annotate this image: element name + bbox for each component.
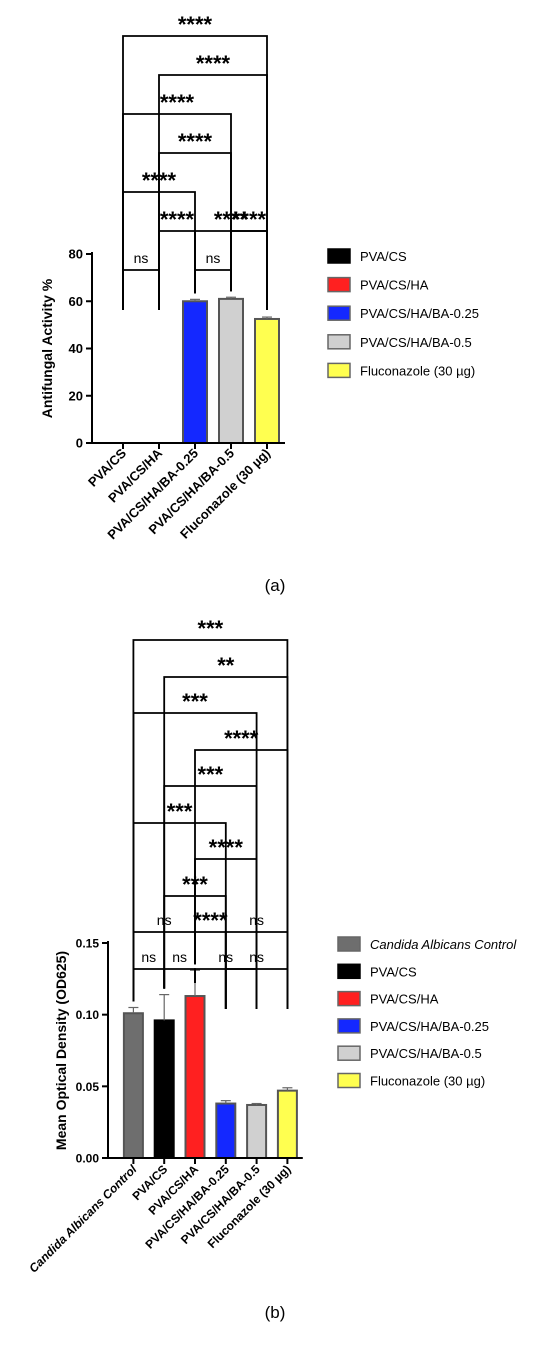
y-tick-label: 20 [69, 388, 83, 403]
panel-caption: (b) [265, 1303, 286, 1322]
significance-bracket [132, 639, 289, 1009]
legend-label: PVA/CS [370, 964, 417, 979]
significance-label: *** [198, 616, 224, 641]
legend-label: PVA/CS/HA/BA-0.5 [370, 1046, 482, 1061]
chart-a: 0 20 40 60 80 PVA/CS PVA/CS/HA PVA/CS/HA/BA-0.2… [39, 12, 479, 595]
significance-label: **** [196, 51, 231, 76]
significance-bracket [230, 230, 268, 310]
significance-label: **** [209, 835, 244, 860]
bar [218, 297, 244, 445]
legend-swatch [337, 936, 361, 952]
y-tick-label: 60 [69, 294, 83, 309]
significance-label: **** [178, 129, 213, 154]
significance-label: *** [198, 762, 224, 787]
legend: PVA/CS PVA/CS/HA PVA/CS/HA/BA-0.25 PVA/CS/H… [327, 248, 479, 379]
significance-label: ns [141, 949, 156, 965]
y-tick-label: 0 [76, 436, 83, 451]
significance-label: ns [206, 250, 221, 266]
significance-label: **** [224, 726, 259, 751]
y-tick-label: 0.15 [76, 937, 100, 951]
significance-bracket [163, 968, 196, 989]
bar [254, 317, 280, 444]
legend-swatch [327, 305, 351, 321]
significance-label: ns [157, 912, 172, 928]
legend-label: Fluconazole (30 µg) [370, 1074, 485, 1089]
significance-label: **** [193, 908, 228, 933]
significance-label: *** [167, 799, 193, 824]
y-tick-label: 0.10 [76, 1008, 100, 1022]
legend-label: PVA/CS/HA [360, 278, 429, 293]
chart-b: 0.00 0.05 0.10 0.15 Candida Albicans Control… [26, 616, 517, 1322]
legend-swatch [337, 1018, 361, 1034]
bar [276, 1089, 298, 1159]
legend-label: Candida Albicans Control [370, 937, 517, 952]
significance-label: ns [249, 949, 264, 965]
legend-swatch [337, 1072, 361, 1089]
y-axis-title: Antifungal Activity % [39, 278, 55, 418]
bar [246, 1103, 268, 1160]
significance-label: *** [182, 689, 208, 714]
significance-label: ns [134, 250, 149, 266]
significance-label: **** [214, 207, 249, 232]
legend-swatch [327, 248, 351, 264]
legend-swatch [327, 334, 351, 350]
significance-label: **** [160, 207, 195, 232]
significance-bracket [158, 230, 196, 310]
significance-bracket [122, 269, 160, 310]
bars [182, 296, 280, 445]
y-tick-label: 80 [69, 247, 83, 262]
legend-swatch [337, 1045, 361, 1061]
bar [153, 1019, 175, 1160]
significance-label: ** [217, 653, 235, 678]
significance-label: ns [249, 912, 264, 928]
significance-label: ns [172, 949, 187, 965]
y-tick-label: 0.05 [76, 1080, 100, 1094]
legend-swatch [337, 990, 361, 1007]
y-axis-title: Mean Optical Density (OD625) [53, 951, 69, 1150]
significance-label: **** [232, 207, 267, 232]
bar [184, 995, 206, 1159]
panel-caption: (a) [265, 576, 286, 595]
y-tick-label: 0.00 [76, 1152, 100, 1166]
significance-bracket [194, 269, 232, 294]
legend-swatch [327, 276, 351, 293]
legend-label: PVA/CS/HA/BA-0.5 [360, 335, 472, 350]
y-tick-label: 40 [69, 341, 83, 356]
significance-bracket [194, 749, 289, 1009]
legend-label: Fluconazole (30 µg) [360, 363, 475, 378]
bar [122, 1012, 144, 1159]
legend: Candida Albicans Control PVA/CS PVA/CS/HA P… [337, 936, 517, 1089]
legend-label: PVA/CS [360, 249, 407, 264]
legend-swatch [337, 963, 361, 980]
significance-label: *** [182, 872, 208, 897]
significance-label: **** [178, 12, 213, 37]
significance-bracket [132, 968, 166, 1002]
legend-swatch [327, 362, 351, 379]
legend-label: PVA/CS/HA/BA-0.25 [370, 1019, 489, 1034]
legend-label: PVA/CS/HA [370, 992, 439, 1007]
x-tick-label: Candida Albicans Control [26, 1162, 140, 1276]
bar [182, 300, 208, 444]
significance-label: **** [160, 90, 195, 115]
significance-brackets: **************************** ****ns ns [122, 12, 268, 310]
significance-bracket [194, 858, 258, 1009]
bars [122, 969, 298, 1160]
significance-label: **** [142, 168, 177, 193]
bar [215, 1102, 237, 1159]
significance-bracket [224, 968, 289, 1009]
legend-label: PVA/CS/HA/BA-0.25 [360, 306, 479, 321]
significance-label: ns [218, 949, 233, 965]
